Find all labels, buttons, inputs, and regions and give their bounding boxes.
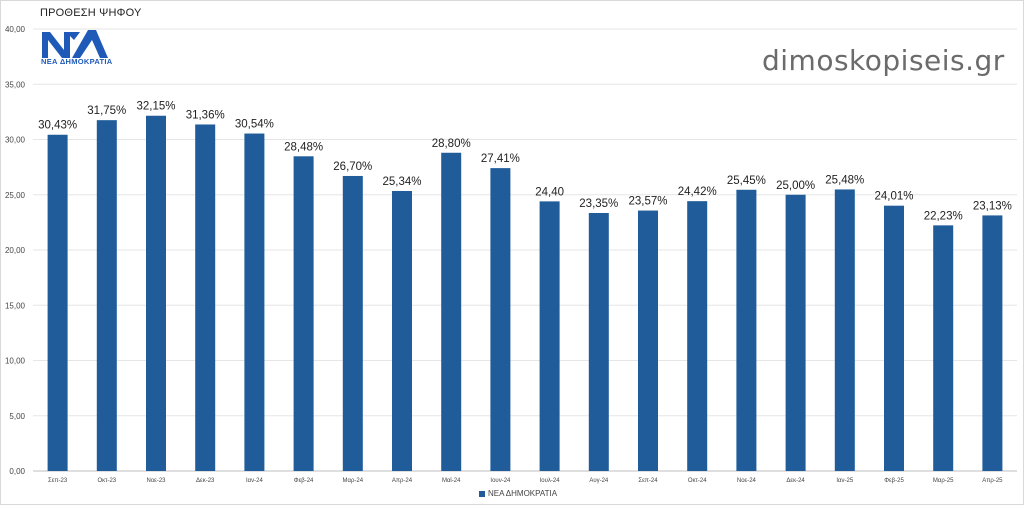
bar [539,201,560,471]
data-label: 30,54% [235,119,274,131]
data-label: 25,34% [382,176,421,188]
bar [736,189,757,471]
y-tick-label: 0,00 [9,467,25,476]
x-tick-label: Οκτ-24 [688,478,707,484]
bar [342,175,363,471]
x-tick-label: Δεκ-23 [196,478,215,484]
x-tick-label: Νοε-24 [737,478,757,484]
x-tick-label: Απρ-24 [392,478,413,484]
logo-text: ΝΕΑ ΔΗΜΟΚΡΑΤΙΑ [41,57,113,66]
bar [244,133,265,471]
x-tick-label: Δεκ-24 [786,478,805,484]
bar [392,190,412,472]
data-label: 28,48% [284,141,323,153]
data-label: 24,42% [678,186,717,198]
y-tick-label: 25,00 [5,191,26,200]
x-tick-label: Ιαν-24 [246,478,263,484]
x-tick-label: Μαϊ-24 [442,478,461,484]
x-tick-label: Μαρ-24 [343,478,364,484]
y-tick-label: 40,00 [5,25,26,34]
x-tick-label: Οκτ-23 [97,478,116,484]
x-tick-label: Σεπ-23 [48,478,68,484]
bar [195,124,216,472]
data-label: 26,70% [333,161,372,173]
watermark: dimoskopiseis.gr [762,44,1005,77]
nd-logo-icon [42,30,108,58]
data-label: 23,57% [628,196,667,208]
data-label: 24,40 [535,186,564,198]
legend: ΝΕΑ ΔΗΜΟΚΡΑΤΙΑ [479,489,557,498]
data-label: 25,00% [776,180,815,192]
y-axis-ticks: 0,00 5,00 10,00 15,00 20,00 25,00 30,00 35,00 40… [5,25,26,476]
legend-label: ΝΕΑ ΔΗΜΟΚΡΑΤΙΑ [488,489,558,498]
legend-swatch [479,490,485,497]
data-label: 27,41% [481,153,520,165]
data-label: 28,80% [432,138,471,150]
y-tick-label: 10,00 [5,357,26,366]
data-label: 23,35% [579,198,618,210]
bar [933,225,954,471]
x-tick-label: Αυγ-24 [589,478,609,484]
x-tick-label: Ιουλ-24 [540,478,561,484]
data-label: 32,15% [136,101,175,113]
x-tick-label: Ιαν-25 [836,478,853,484]
bar [785,194,806,471]
data-label: 31,36% [186,109,225,121]
gridlines [33,28,1017,472]
x-tick-label: Σεπ-24 [638,478,658,484]
bar [884,205,904,471]
data-label: 22,23% [924,210,963,222]
bars [47,115,1003,472]
data-label: 25,45% [727,175,766,187]
data-label: 31,75% [87,105,126,117]
x-tick-label: Απρ-25 [982,478,1003,484]
bar [834,189,855,472]
bar [588,212,609,472]
data-labels: 30,43% 31,75% 32,15% 31,36% 30,54% 28,48% 26,7… [38,101,1012,223]
bar [96,120,117,471]
bar [293,156,314,471]
bar [490,168,511,471]
y-tick-label: 30,00 [5,136,26,145]
data-label: 23,13% [973,200,1012,212]
x-tick-label: Φεβ-25 [884,478,904,484]
bar [441,152,462,471]
x-tick-label: Μαρ-25 [933,478,954,484]
y-tick-label: 5,00 [9,412,25,421]
data-label: 24,01% [874,191,913,203]
x-tick-label: Φεβ-24 [294,478,314,484]
data-label: 25,48% [825,174,864,186]
x-tick-label: Ιουν-24 [490,478,511,484]
bar [146,115,166,472]
bar [687,201,708,471]
chart-title: ΠΡΟΘΕΣΗ ΨΗΦΟΥ [40,7,142,19]
bar [982,215,1003,471]
bar [47,134,68,471]
y-tick-label: 35,00 [5,80,26,89]
bar [638,210,658,471]
x-axis-ticks: Σεπ-23 Οκτ-23 Νοε-23 Δεκ-23 Ιαν-24 Φεβ-24 Μαρ-… [48,478,1003,484]
data-label: 30,43% [38,120,77,132]
y-tick-label: 20,00 [5,246,26,255]
y-tick-label: 15,00 [5,301,26,310]
x-tick-label: Νοε-23 [146,478,166,484]
